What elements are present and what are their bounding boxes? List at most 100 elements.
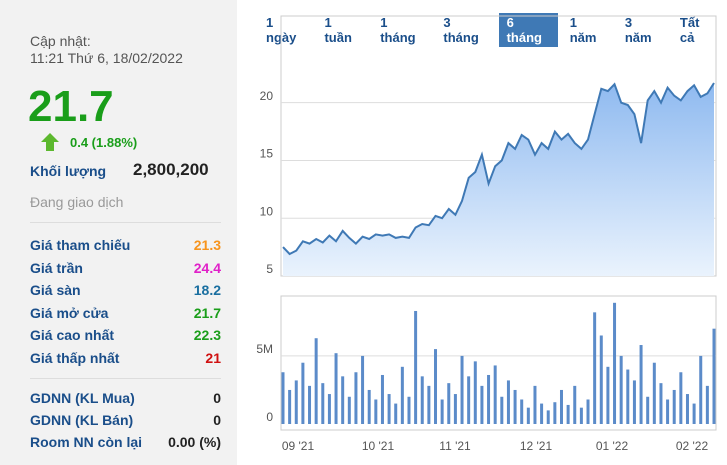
status: Đang giao dịch — [30, 194, 124, 210]
volume-bar — [573, 385, 577, 424]
foreign-value: 0.00 (%) — [168, 434, 221, 450]
x-tick-label: 11 '21 — [439, 439, 471, 453]
tab[interactable]: 1 tuần — [324, 15, 352, 45]
tab[interactable]: 3 năm — [624, 15, 652, 45]
volume-bar — [400, 366, 404, 424]
volume-bar — [301, 362, 305, 424]
x-tick-label: 09 '21 — [282, 439, 315, 453]
volume-bar — [434, 349, 438, 424]
y-tick-label: 15 — [260, 147, 274, 161]
volume-bar — [414, 310, 418, 424]
tab[interactable]: Tất cả — [679, 15, 700, 45]
y-tick-label: 5M — [256, 342, 273, 356]
volume-frame — [280, 295, 717, 431]
volume-bar — [692, 403, 696, 424]
volume-bar — [314, 338, 318, 424]
stat-label: Giá sàn — [30, 282, 81, 298]
volume: 2,800,200 — [133, 160, 209, 179]
stat-value: 21.7 — [193, 304, 221, 321]
volume-bar — [579, 407, 583, 424]
volume-bar — [308, 385, 312, 424]
y-tick-label: 20 — [260, 89, 274, 103]
x-tick-label: 02 '22 — [676, 439, 709, 453]
volume-bar — [553, 402, 557, 424]
volume-bar — [646, 396, 650, 424]
volume-bar — [493, 365, 497, 424]
stat-value: 24.4 — [193, 259, 221, 276]
y-tick-label: 10 — [260, 204, 274, 218]
volume-bar — [447, 383, 451, 424]
volume-bar — [659, 383, 663, 424]
volume-bar — [586, 399, 590, 424]
foreign-value: 0 — [213, 412, 221, 428]
foreign-label: GDNN (KL Mua) — [30, 390, 135, 406]
volume-bar — [321, 383, 325, 424]
price-line — [282, 82, 715, 256]
volume-bar — [685, 394, 689, 424]
volume-bar — [427, 385, 431, 424]
volume-bar — [387, 394, 391, 424]
volume-bar — [361, 355, 365, 424]
foreign-label: Room NN còn lại — [30, 434, 143, 450]
volume-bar — [467, 376, 471, 424]
volume-bar — [599, 335, 603, 424]
tab[interactable]: 1 năm — [569, 15, 597, 45]
stat-value: 21 — [205, 349, 221, 366]
stat-label: Giá cao nhất — [30, 327, 115, 343]
stat-value: 22.3 — [193, 327, 221, 343]
volume-bar — [666, 399, 670, 424]
volume-bar — [288, 389, 292, 424]
volume-bar — [394, 403, 398, 424]
volume-bar — [407, 396, 411, 424]
volume-bar — [374, 399, 378, 424]
volume-bar — [367, 389, 371, 424]
stat-value: 18.2 — [193, 282, 221, 298]
volume-bar — [380, 374, 384, 424]
volume-bar — [281, 372, 285, 424]
y-tick-label: 5 — [266, 262, 273, 276]
volume-bar — [540, 403, 544, 424]
volume-bar — [606, 366, 610, 424]
tab[interactable]: 6 tháng — [498, 13, 558, 47]
volume-bar — [652, 362, 656, 424]
change: 0.4 (1.88%) — [70, 135, 138, 150]
chart: 5 10 15 20 0 5M 09 '21 10 '21 11 '21 12 '21 01 '22… — [256, 15, 717, 453]
volume-bar — [347, 396, 351, 424]
range-tabs: 1 ngày 1 tuần 1 tháng 3 tháng 6 tháng 1 năm 3 … — [258, 13, 727, 47]
stat-label: Giá tham chiếu — [30, 237, 131, 253]
volume-bar — [632, 380, 636, 424]
volume-bar — [705, 385, 709, 424]
y-tick-label: 0 — [266, 410, 273, 424]
foreign-label: GDNN (KL Bán) — [30, 412, 134, 428]
volume-bar — [559, 389, 563, 424]
volume-bar — [500, 396, 504, 424]
volume-bar — [513, 389, 517, 424]
volume-label: Khối lượng — [30, 163, 107, 179]
volume-bar — [619, 355, 623, 424]
divider — [30, 222, 221, 223]
volume-bar — [453, 394, 457, 424]
volume-bar — [546, 410, 550, 424]
volume-bar — [679, 372, 683, 424]
tab[interactable]: 1 tháng — [380, 15, 416, 45]
tab[interactable]: 3 tháng — [443, 15, 479, 45]
volume-bar — [639, 345, 643, 424]
volume-bar — [506, 380, 510, 424]
area-fill — [283, 83, 714, 276]
volume-bar — [440, 399, 444, 424]
volume-bar — [341, 376, 345, 424]
volume-bar — [712, 328, 716, 424]
volume-bar — [294, 380, 298, 424]
update-label: Cập nhật: — [30, 33, 91, 49]
stat-label: Giá thấp nhất — [30, 349, 120, 366]
x-tick-label: 12 '21 — [520, 439, 553, 453]
volume-bar — [327, 394, 331, 424]
divider — [30, 378, 221, 379]
volume-bar — [480, 385, 484, 424]
x-tick-label: 01 '22 — [596, 439, 629, 453]
volume-bar — [593, 312, 597, 424]
volume-bar — [672, 389, 676, 424]
stat-label: Giá trần — [30, 259, 83, 276]
volume-bar — [334, 353, 338, 424]
